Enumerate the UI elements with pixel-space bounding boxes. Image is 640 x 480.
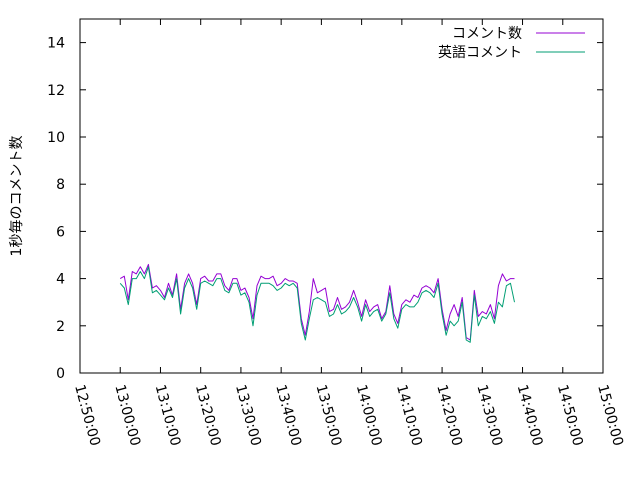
y-tick-label: 14 — [47, 36, 65, 52]
x-tick-label: 13:00:00 — [111, 383, 143, 448]
y-tick-label: 10 — [47, 130, 65, 146]
x-tick-label: 14:40:00 — [514, 383, 546, 448]
series-line-1 — [119, 266, 515, 343]
y-axis-label: 1秒毎のコメント数 — [9, 136, 25, 257]
x-tick-label: 13:20:00 — [192, 383, 224, 448]
x-tick-label: 13:40:00 — [272, 383, 304, 448]
y-tick-label: 4 — [56, 272, 65, 288]
y-axis: 0 2 4 6 8 10 12 14 — [47, 36, 603, 382]
plot-frame — [79, 18, 604, 374]
x-tick-label: 13:10:00 — [152, 383, 184, 448]
y-tick-label: 6 — [56, 224, 65, 240]
x-tick-label: 14:50:00 — [554, 383, 586, 448]
legend-label: コメント数 — [452, 26, 522, 42]
y-tick-label: 2 — [56, 319, 65, 335]
series-lines — [119, 263, 515, 343]
x-tick-label: 14:20:00 — [433, 383, 465, 448]
x-tick-label: 15:00:00 — [594, 383, 626, 448]
x-tick-label: 14:10:00 — [393, 383, 425, 448]
series-line-0 — [119, 263, 515, 341]
y-tick-label: 12 — [47, 83, 65, 99]
y-tick-label: 8 — [56, 177, 65, 193]
legend-label: 英語コメント — [438, 44, 522, 61]
x-tick-label: 14:30:00 — [473, 383, 505, 448]
x-tick-label: 13:30:00 — [232, 383, 264, 448]
x-tick-label: 14:00:00 — [353, 383, 385, 448]
x-tick-label: 12:50:00 — [71, 383, 103, 448]
x-tick-label: 13:50:00 — [313, 383, 345, 448]
y-tick-label: 0 — [56, 366, 65, 382]
x-axis: 12:50:00 13:00:00 13:10:00 13:20:00 13:30:00… — [71, 19, 626, 448]
